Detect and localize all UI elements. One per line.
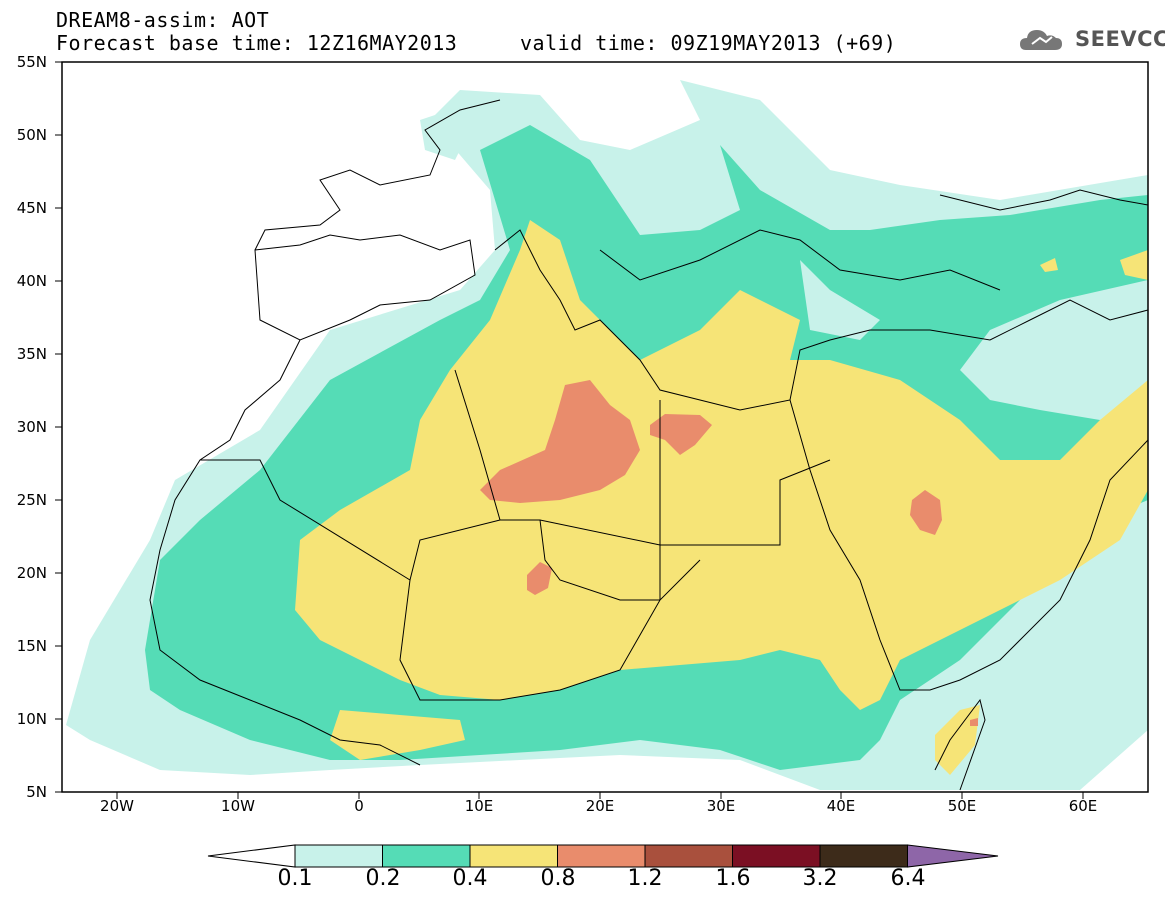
- forecast-time-line: Forecast base time: 12Z16MAY2013 valid t…: [56, 31, 897, 55]
- colorbar-label: 0.8: [540, 866, 576, 891]
- colorbar-label: 0.4: [452, 866, 488, 891]
- colorbar-label: 3.2: [802, 866, 838, 891]
- lat-label: 20N: [16, 564, 47, 582]
- colorbar-max-arrow: [907, 844, 999, 868]
- colorbar-min-arrow: [207, 844, 296, 868]
- lon-label: 60E: [1068, 797, 1098, 815]
- lon-label: 10E: [464, 797, 494, 815]
- colorbar-segment: [732, 844, 821, 868]
- cloud-logo-icon: [1020, 30, 1062, 50]
- colorbar: [207, 844, 999, 868]
- lon-label: 50E: [947, 797, 977, 815]
- lon-label: 20W: [100, 797, 134, 815]
- lon-label: 0: [354, 797, 364, 815]
- lat-label: 45N: [16, 199, 47, 217]
- lat-ticks: [55, 61, 62, 793]
- lat-label: 30N: [16, 418, 47, 436]
- lon-label: 20E: [585, 797, 615, 815]
- lat-label: 5N: [26, 783, 47, 801]
- lat-label: 55N: [16, 53, 47, 71]
- lat-label: 15N: [16, 637, 47, 655]
- colorbar-segment: [382, 844, 471, 868]
- lat-label: 50N: [16, 126, 47, 144]
- lon-ticks: [116, 792, 1084, 799]
- colorbar-segment: [469, 844, 558, 868]
- colorbar-label: 6.4: [890, 866, 926, 891]
- aot-band-0.8: [480, 380, 978, 726]
- colorbar-label: 0.2: [365, 866, 401, 891]
- lon-label: 30E: [706, 797, 736, 815]
- lat-label: 10N: [16, 710, 47, 728]
- colorbar-segment: [557, 844, 646, 868]
- coastlines: [149, 99, 1148, 791]
- lon-label: 10W: [221, 797, 255, 815]
- colorbar-segment: [644, 844, 733, 868]
- map-title: DREAM8-assim: AOT: [56, 8, 270, 32]
- lat-label: 35N: [16, 345, 47, 363]
- colorbar-segment: [819, 844, 908, 868]
- colorbar-label: 0.1: [277, 866, 313, 891]
- lat-label: 40N: [16, 272, 47, 290]
- aot-map: [55, 61, 1149, 799]
- aot-band-0.4: [295, 220, 1148, 775]
- colorbar-segment: [294, 844, 383, 868]
- lon-label: 40E: [826, 797, 856, 815]
- lat-label: 25N: [16, 491, 47, 509]
- logo-text: SEEVCCC: [1075, 27, 1165, 51]
- colorbar-label: 1.6: [715, 866, 751, 891]
- colorbar-label: 1.2: [627, 866, 663, 891]
